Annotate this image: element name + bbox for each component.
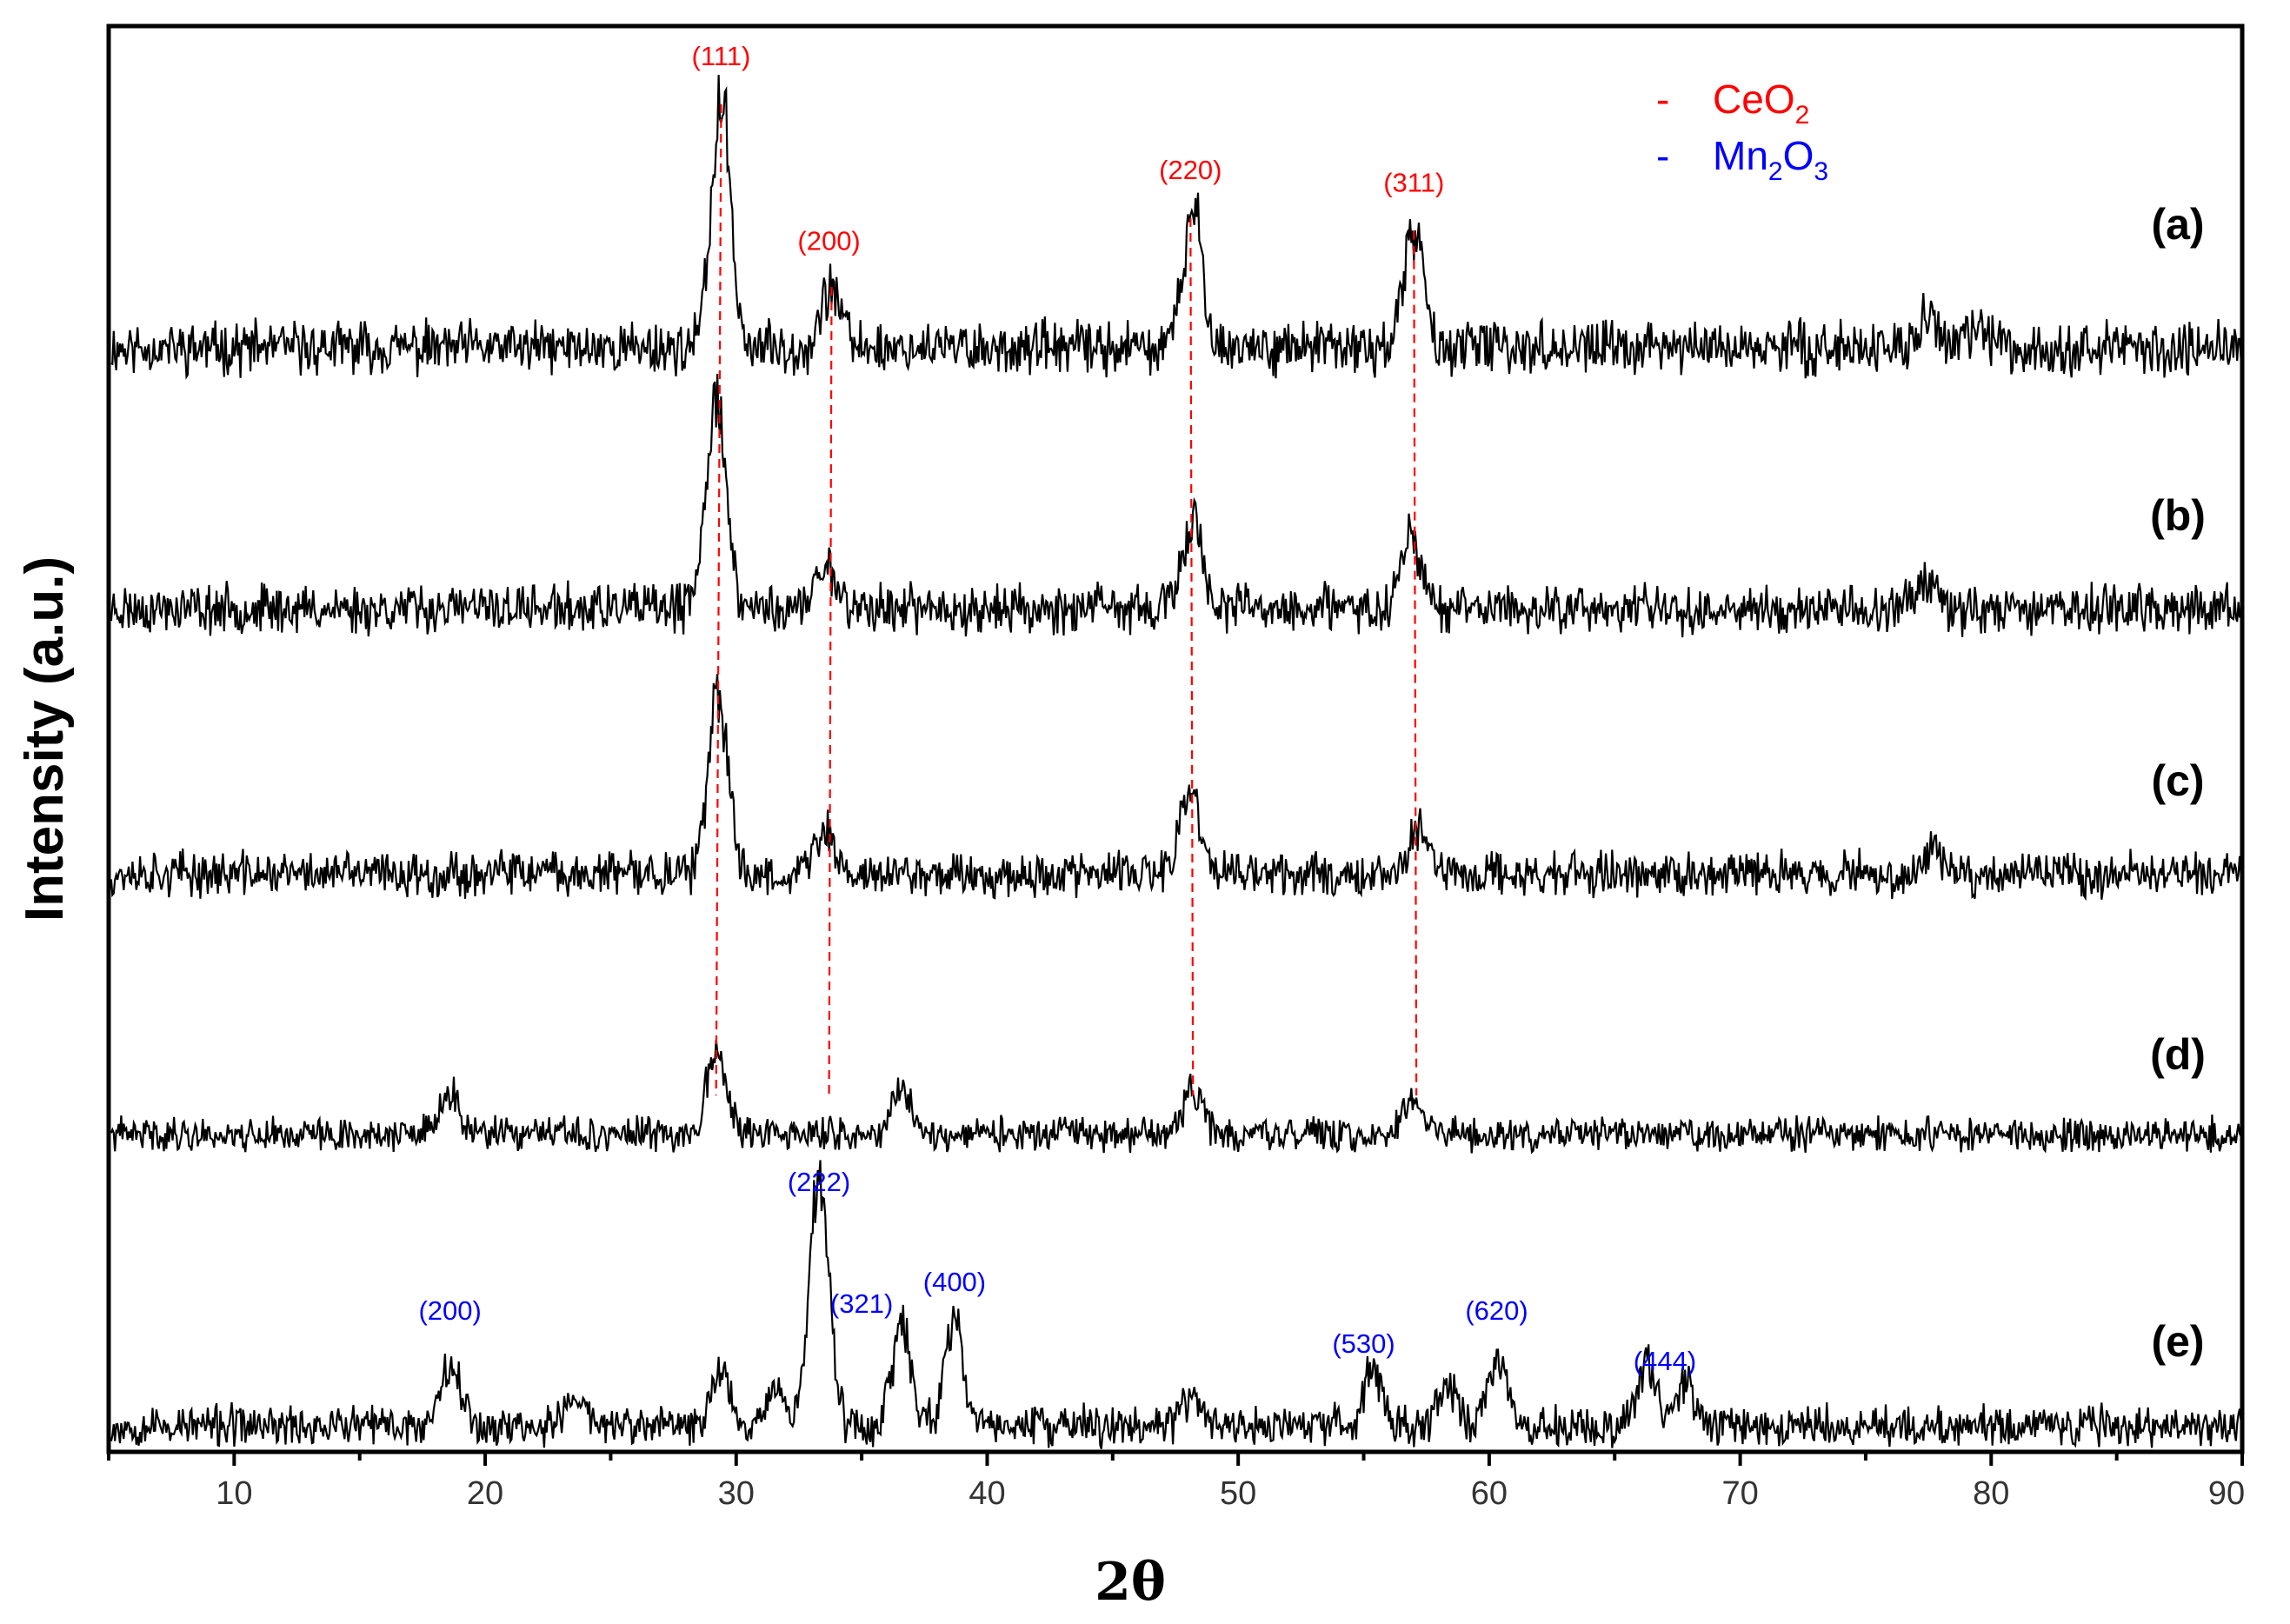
trace-label-2: (c): [2151, 756, 2204, 805]
trace-line-0: [110, 75, 2244, 380]
trace-line-1: [110, 373, 2244, 638]
reference-line-1: [828, 286, 833, 1096]
x-tick-label: 20: [467, 1475, 503, 1512]
legend-marker-0: -: [1656, 77, 1669, 122]
trace-label-4: (e): [2151, 1317, 2204, 1366]
x-tick-label: 70: [1721, 1475, 1758, 1512]
peak-label-1: (200): [797, 225, 860, 256]
peak-label-9: (620): [1465, 1295, 1528, 1326]
reference-line-2: [1189, 218, 1195, 1096]
x-axis-ticks: 10 20 30 40 50 60 70 80 90: [107, 1452, 2245, 1512]
x-tick-label: 80: [1973, 1475, 2009, 1512]
trace-labels: (a) (b) (c) (d) (e): [2150, 200, 2206, 1366]
trace-label-0: (a): [2151, 200, 2204, 249]
peak-label-4: (222): [788, 1167, 850, 1197]
legend: - CeO2- Mn2O3: [1656, 77, 1828, 186]
reference-lines: [715, 103, 1418, 1096]
trace-label-1: (b): [2150, 491, 2206, 540]
legend-entry-0: CeO2: [1713, 77, 1809, 130]
peak-label-3: (311): [1383, 168, 1444, 198]
reference-line-0: [715, 103, 722, 1096]
reference-line-3: [1413, 230, 1418, 1096]
peak-labels: (111) (200) (220) (311) (222) (200) (321) (400)…: [418, 41, 1696, 1376]
trace-line-4: [110, 1160, 2244, 1449]
x-tick-label: 10: [216, 1475, 252, 1512]
legend-marker-1: -: [1656, 133, 1669, 178]
trace-line-2: [110, 674, 2244, 902]
traces: [110, 75, 2244, 1449]
plot-frame: [106, 23, 2245, 1454]
x-axis-title: 2θ: [1095, 1552, 1166, 1613]
trace-label-3: (d): [2150, 1030, 2206, 1079]
x-tick-label: 30: [718, 1475, 755, 1512]
x-tick-label: 90: [2208, 1475, 2245, 1512]
trace-line-3: [110, 1039, 2244, 1155]
peak-label-6: (321): [830, 1288, 893, 1319]
peak-label-7: (400): [923, 1267, 986, 1297]
x-tick-label: 50: [1220, 1475, 1256, 1512]
x-tick-label: 40: [969, 1475, 1005, 1512]
y-axis-title: Intensity (a.u.): [15, 556, 75, 922]
peak-label-0: (111): [692, 41, 751, 71]
legend-entry-1: Mn2O3: [1713, 133, 1828, 186]
peak-label-5: (200): [418, 1295, 481, 1326]
peak-label-8: (530): [1332, 1328, 1395, 1359]
x-tick-label: 60: [1471, 1475, 1508, 1512]
peak-label-10: (444): [1634, 1346, 1696, 1376]
peak-label-2: (220): [1159, 155, 1222, 185]
